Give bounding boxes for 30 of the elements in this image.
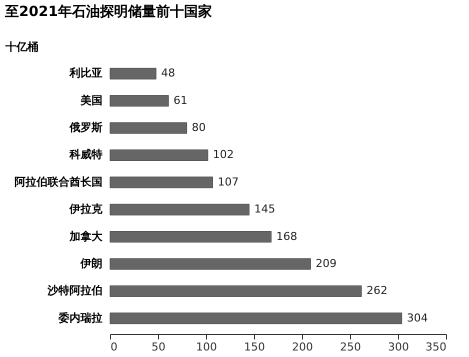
- data-label: 168: [276, 230, 298, 243]
- data-label: 209: [316, 256, 337, 270]
- data-label: 61: [174, 94, 188, 107]
- y-tick-label: 阿拉伯联合酋长国: [14, 175, 102, 188]
- y-tick-label: 利比亚: [68, 66, 102, 80]
- y-tick-label: 俄罗斯: [68, 121, 102, 134]
- data-label: 262: [366, 284, 388, 298]
- x-tick-label: 250: [340, 340, 361, 354]
- y-tick-label: 伊拉克: [68, 202, 104, 216]
- data-label: 107: [218, 175, 239, 188]
- x-tick-label: 50: [152, 340, 166, 354]
- y-tick-label: 美国: [80, 94, 102, 107]
- data-label: 102: [212, 148, 234, 162]
- data-label: 145: [254, 202, 276, 216]
- x-tick-label: 350: [426, 340, 446, 354]
- y-axis-title: 十亿桶: [4, 40, 38, 54]
- x-tick-label: 200: [292, 340, 313, 354]
- x-tick-label: 300: [388, 340, 409, 354]
- data-label: 304: [406, 311, 428, 324]
- x-tick-label: 150: [244, 340, 265, 354]
- x-tick-label: 0: [110, 340, 118, 354]
- y-tick-label: 委内瑞拉: [58, 311, 102, 324]
- y-tick-label: 沙特阿拉伯: [46, 284, 102, 298]
- y-tick-label: 科威特: [68, 148, 102, 162]
- chart-title: 至2021年石油探明储量前十国家: [4, 3, 212, 20]
- data-label: 48: [161, 66, 176, 80]
- x-tick-label: 100: [196, 340, 217, 354]
- y-tick-label: 伊朗: [80, 256, 102, 270]
- y-tick-label: 加拿大: [68, 230, 104, 243]
- data-label: 80: [192, 121, 206, 134]
